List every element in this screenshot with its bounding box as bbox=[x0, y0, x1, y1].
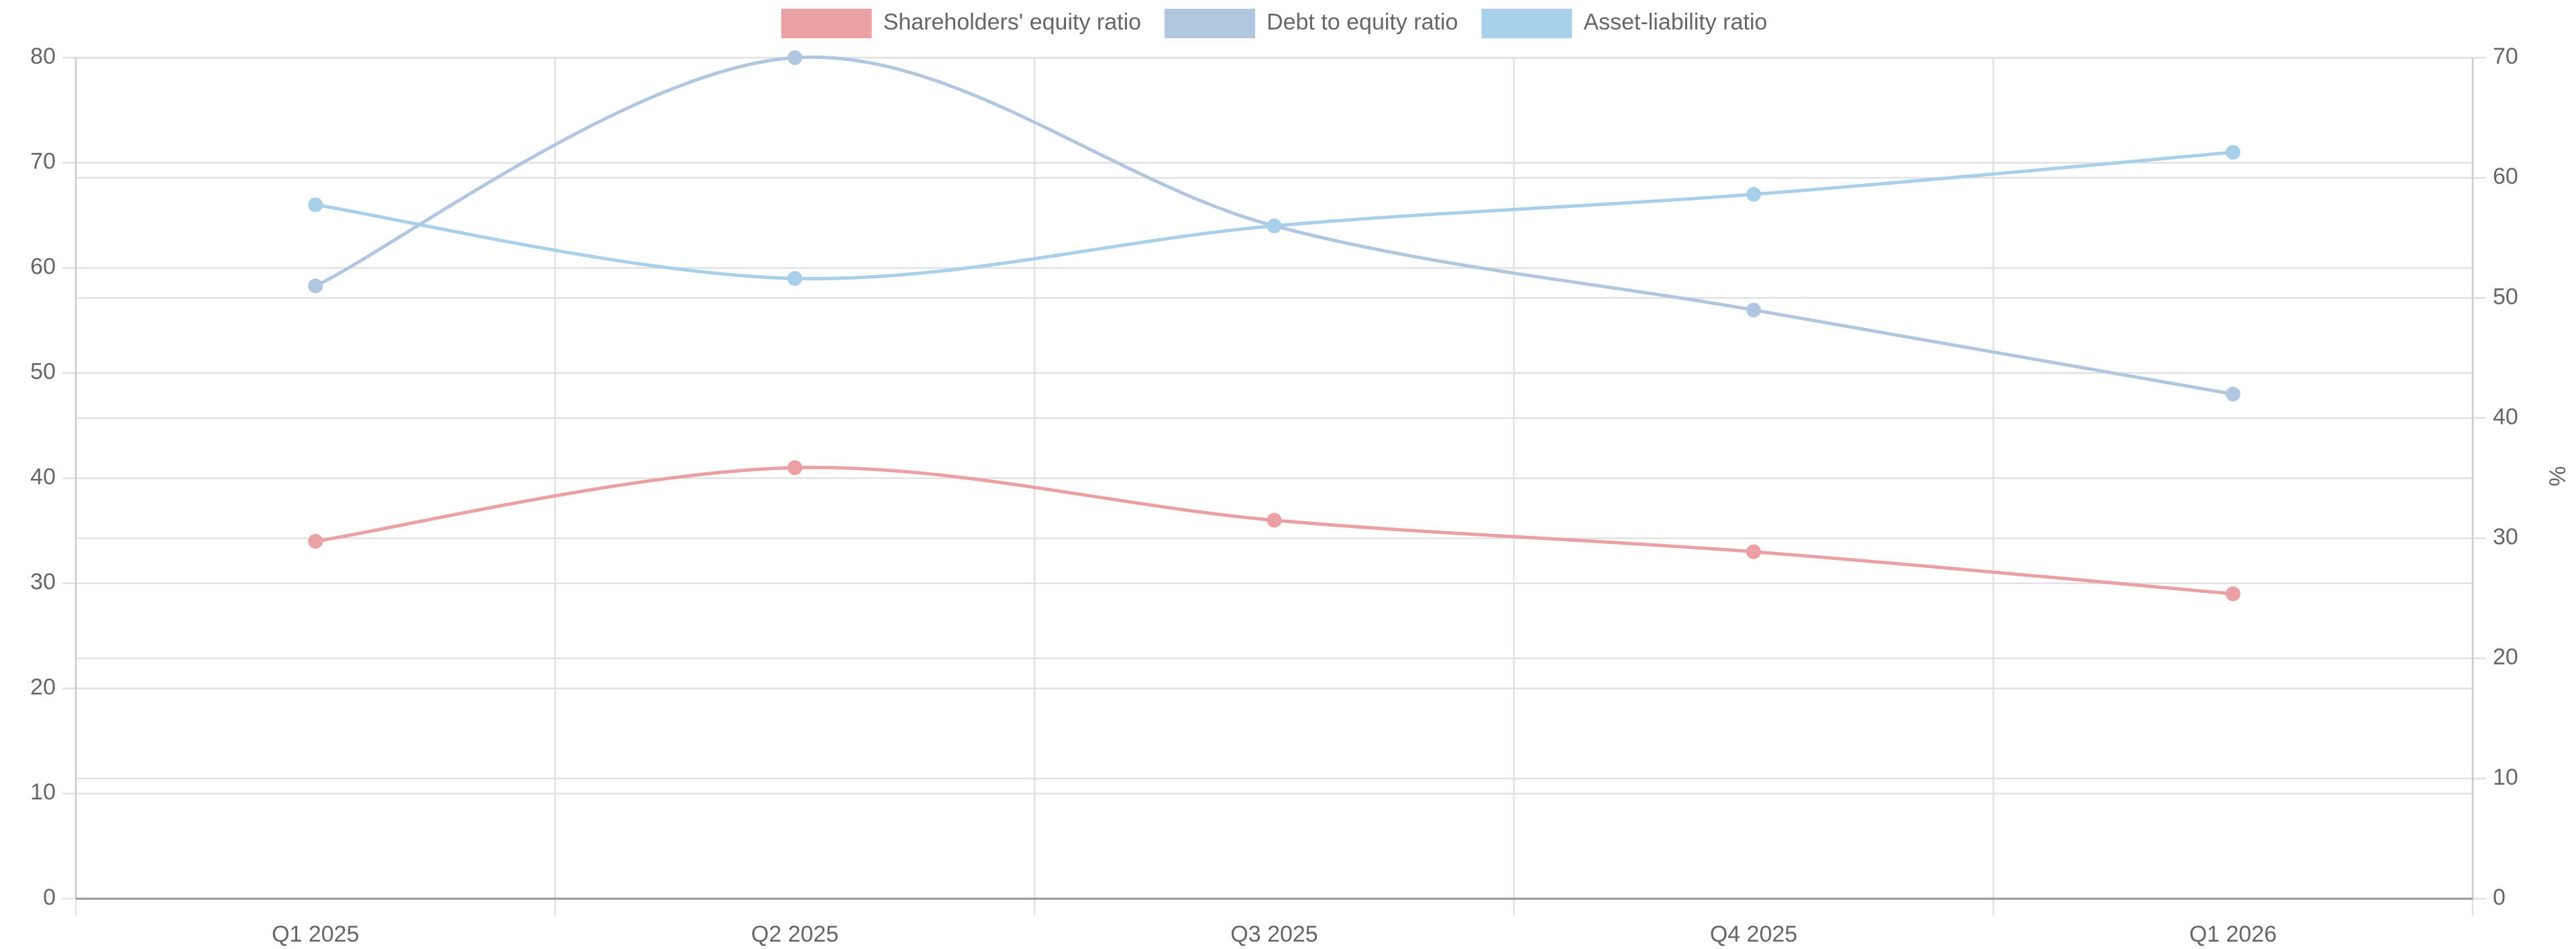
y2-tick-label: 60 bbox=[2493, 164, 2518, 189]
data-point bbox=[2225, 386, 2241, 402]
legend-swatch bbox=[1481, 9, 1572, 38]
series-line bbox=[315, 55, 2234, 396]
series-line bbox=[315, 465, 2233, 596]
y-tick-label: 80 bbox=[30, 44, 56, 69]
y-tick-label: 30 bbox=[30, 569, 56, 595]
data-point bbox=[787, 50, 802, 65]
y-tick-label: 0 bbox=[43, 885, 56, 910]
y-tick-label: 10 bbox=[30, 779, 56, 805]
data-point bbox=[308, 278, 323, 294]
y-tick-label: 70 bbox=[30, 149, 56, 174]
data-point bbox=[2225, 586, 2241, 602]
legend-swatch bbox=[1165, 9, 1256, 38]
y2-tick-label: 10 bbox=[2493, 765, 2518, 790]
y2-tick-label: 70 bbox=[2493, 44, 2518, 69]
legend-swatch bbox=[781, 9, 872, 38]
y2-tick-label: 50 bbox=[2493, 284, 2518, 309]
data-point bbox=[1746, 186, 1762, 202]
data-point bbox=[1267, 512, 1282, 528]
data-point bbox=[1267, 218, 1282, 233]
y-tick-label: 60 bbox=[30, 254, 56, 279]
y2-tick-label: 40 bbox=[2493, 404, 2518, 429]
legend-label: Debt to equity ratio bbox=[1267, 9, 1458, 35]
x-tick-label: Q1 2026 bbox=[2189, 922, 2276, 947]
data-point bbox=[787, 460, 802, 476]
data-point bbox=[2225, 145, 2241, 160]
y-tick-label: 40 bbox=[30, 464, 56, 490]
y2-tick-label: 30 bbox=[2493, 524, 2518, 550]
legend: Shareholders' equity ratio Debt to equity… bbox=[781, 9, 1767, 38]
data-point bbox=[308, 534, 323, 549]
legend-label: Shareholders' equity ratio bbox=[883, 9, 1142, 35]
x-tick-label: Q4 2025 bbox=[1710, 922, 1797, 947]
data-point bbox=[308, 197, 323, 213]
x-tick-label: Q1 2025 bbox=[272, 922, 359, 947]
y2-tick-label: 20 bbox=[2493, 645, 2518, 670]
data-point bbox=[787, 271, 802, 286]
x-tick-label: Q2 2025 bbox=[751, 922, 839, 947]
legend-label: Asset-liability ratio bbox=[1583, 9, 1767, 35]
y2-tick-label: 0 bbox=[2493, 885, 2506, 910]
y-tick-label: 20 bbox=[30, 674, 56, 700]
y2-axis-label: % bbox=[2545, 466, 2571, 486]
data-point bbox=[1746, 544, 1762, 559]
y-tick-label: 50 bbox=[30, 359, 56, 384]
series-line bbox=[315, 150, 2233, 280]
data-point bbox=[1746, 302, 1762, 318]
x-tick-label: Q3 2025 bbox=[1230, 922, 1318, 947]
